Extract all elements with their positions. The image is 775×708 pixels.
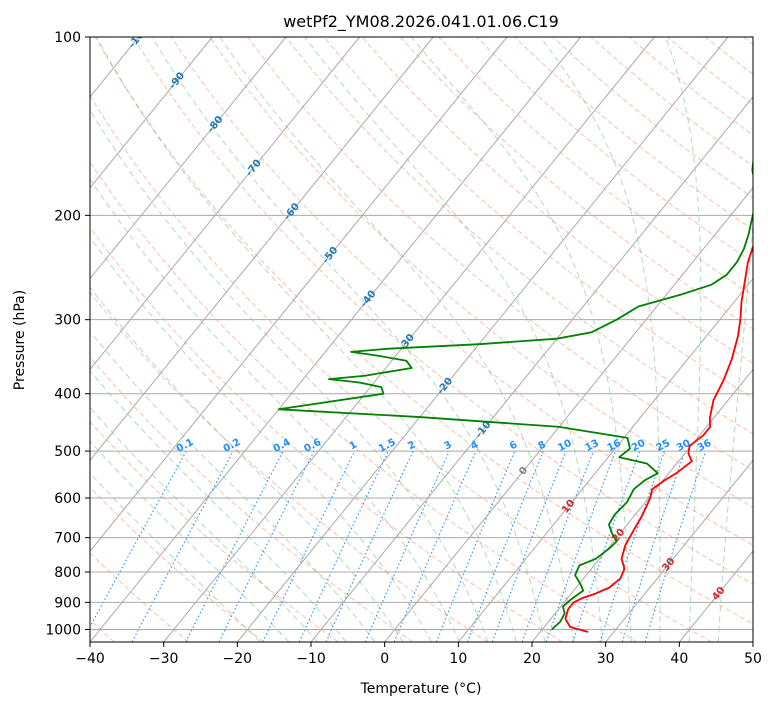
y-tick-label: 900 [54,595,81,611]
mixing-ratio-line [621,450,686,642]
isotherm-line [90,37,582,642]
mixing-ratio-label: 4 [469,439,480,452]
mixing-ratio-line [466,450,544,642]
y-tick-label: 100 [54,30,81,46]
moist-adiabats [90,37,753,642]
moist-adiabat-line [90,108,489,642]
x-tick-label: 40 [670,651,688,667]
moist-adiabat-line [90,370,347,642]
y-tick-label: 700 [54,531,81,547]
mixing-ratio-label: 8 [536,439,547,452]
y-axis: 100 200 300 400 500 600 700 800 900 1000 [45,30,90,638]
mixing-ratio-line [545,450,617,642]
temperature-profile-line [564,244,753,633]
isotherm-line [90,37,508,552]
chart-title: wetPf2_YM08.2026.041.01.06.C19 [283,12,559,32]
x-tick-label: 50 [744,651,762,667]
y-tick-label: 400 [54,387,81,403]
x-tick-label: 10 [449,651,467,667]
dry-adiabat-line [132,37,753,585]
mixing-ratio-line [131,450,234,642]
x-tick-label: 30 [597,651,615,667]
isotherm-line [90,37,213,189]
mixing-ratio-label: 2 [406,439,417,452]
moist-adiabat-line [219,37,575,642]
plot-area [90,37,753,642]
isotherm-line [384,187,753,642]
mixing-ratio-line [218,450,315,642]
y-axis-label: Pressure (hPa) [12,290,28,390]
profile-lines [277,157,753,633]
dewpoint-profile-line [277,157,753,631]
isotherms [90,37,753,642]
dry-adiabat-line [90,94,712,642]
y-tick-label: 500 [54,444,81,460]
moist-adiabat-line [90,330,376,642]
moist-adiabat-line [90,472,261,642]
dry-adiabat-line [247,37,753,471]
dry-adiabat-line [94,37,753,625]
dry-adiabat-line [361,37,753,364]
mixing-ratio-line [435,450,516,642]
mixing-ratio-label: 3 [442,439,453,452]
x-tick-label: −10 [296,651,326,667]
isotherm-line [605,459,753,642]
x-axis-label: Temperature (°C) [360,681,482,697]
moist-adiabat-line [151,37,546,642]
x-tick-label: −40 [75,651,105,667]
dry-adiabat-line [90,226,563,642]
mixing-ratio-line [521,450,594,642]
moist-adiabat-line [410,37,632,642]
isotherm-line [457,277,753,642]
mixing-ratio-line [599,450,665,642]
moist-adiabat-line [90,178,461,642]
plot-frame [89,36,754,643]
isotherm-line [90,37,287,280]
isotherm-line [90,37,361,371]
mixing-ratio-line [364,450,450,642]
x-tick-label: 20 [523,651,541,667]
mixing-ratio-line [572,450,641,642]
dry-adiabat-line [90,161,638,642]
y-tick-label: 800 [54,565,81,581]
dry-adiabat-line [90,552,190,642]
x-tick-label: −30 [149,651,179,667]
y-tick-label: 200 [54,208,81,224]
y-tick-label: 300 [54,313,81,329]
isotherm-line [90,37,434,462]
dry-adiabat-line [209,37,753,508]
isotherm-line [236,37,729,642]
x-axis: −40 −30 −20 −10 0 10 20 30 40 50 [75,642,762,667]
dry-adiabat-line [90,291,488,642]
dry-adiabat-line [90,421,339,642]
moist-adiabat-line [96,37,517,642]
moist-adiabat-line [539,37,661,642]
line-labels: 0.1 0.2 0.4 0.6 1 1.5 2 3 4 6 8 10 13 16 20 25 30 36-100-… [127,37,728,603]
moist-adiabat-line [90,286,404,642]
moist-adiabat-line [304,37,603,642]
mixing-ratio-label: 6 [508,439,519,452]
isotherm-line [531,368,753,642]
mixing-ratio-line [90,450,187,628]
dry-adiabat-line [90,486,264,642]
mixing-ratio-line [644,450,707,642]
moist-adiabat-line [90,236,432,642]
mixing-ratio-line [491,450,567,642]
x-tick-label: −20 [223,651,253,667]
moist-adiabat-line [665,37,702,642]
y-tick-label: 1000 [45,622,81,638]
x-tick-label: 0 [380,651,389,667]
mixing-ratio-label: 1 [348,439,359,452]
dry-adiabat-line [323,37,753,399]
y-tick-label: 600 [54,491,81,507]
moist-adiabat-line [717,216,753,642]
isotherm-line [163,37,655,642]
pressure-gridlines [90,37,753,630]
